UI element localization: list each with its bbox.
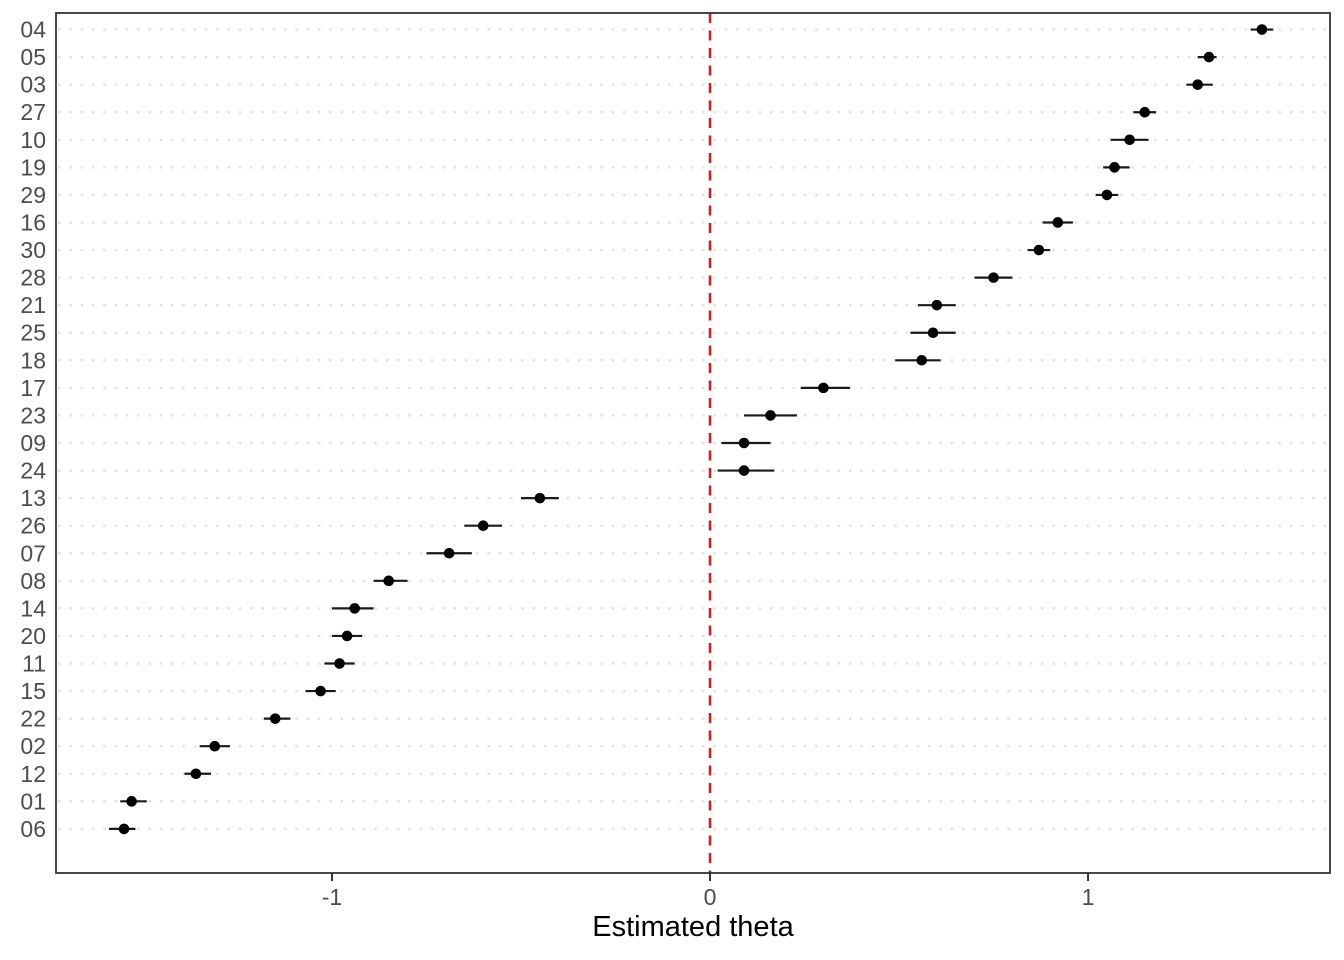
point-estimate-14 [349,603,360,614]
y-axis-label-29: 29 [20,182,46,208]
estimate-row-04 [1250,24,1274,35]
estimate-row-07 [426,547,472,559]
estimate-row-24 [717,465,775,476]
estimate-row-29 [1095,189,1119,201]
y-axis-label-06: 06 [20,816,46,842]
point-estimate-22 [269,713,281,724]
y-axis-label-18: 18 [20,347,46,373]
point-estimate-23 [765,410,776,421]
point-estimate-16 [1052,217,1064,228]
estimate-row-19 [1103,162,1130,173]
point-estimate-17 [818,382,829,394]
y-axis-label-17: 17 [20,375,46,401]
estimate-row-22 [263,713,291,724]
y-axis-label-24: 24 [20,458,46,484]
y-axis-label-26: 26 [20,513,46,539]
point-estimate-02 [209,740,221,752]
point-estimate-05 [1203,51,1215,63]
estimate-row-11 [324,658,355,669]
estimate-row-10 [1110,134,1149,146]
estimate-row-09 [721,437,771,449]
y-axis-label-01: 01 [20,788,46,814]
y-axis-label-12: 12 [20,761,46,787]
point-estimate-25 [927,327,939,339]
estimate-row-23 [744,410,797,421]
point-estimate-07 [443,547,455,559]
point-estimate-30 [1033,244,1045,256]
point-estimate-21 [931,299,943,311]
estimate-row-12 [184,768,211,780]
y-axis-label-03: 03 [20,72,46,98]
estimate-row-02 [199,740,230,752]
point-estimate-11 [334,658,345,669]
estimate-row-08 [373,575,408,587]
estimate-row-06 [108,823,136,835]
y-axis-label-30: 30 [20,237,46,263]
estimate-row-15 [305,685,336,697]
y-axis-label-05: 05 [20,44,46,70]
point-estimate-26 [477,520,489,531]
y-axis-label-07: 07 [20,540,46,566]
x-tick-label-1: 1 [1082,884,1095,910]
point-estimate-13 [534,492,546,504]
point-estimate-28 [988,272,999,283]
x-tick-label-0: 0 [704,884,717,910]
estimate-row-27 [1133,106,1157,118]
point-estimate-06 [118,823,130,835]
y-axis-label-11: 11 [22,651,46,677]
y-axis-label-10: 10 [20,127,46,153]
y-axis-label-02: 02 [20,733,46,759]
point-estimate-04 [1256,24,1268,35]
y-axis-label-16: 16 [20,209,46,235]
estimate-row-25 [910,327,956,339]
estimate-row-16 [1042,217,1073,228]
estimate-row-30 [1027,244,1051,256]
point-estimate-10 [1124,134,1135,146]
point-estimate-24 [738,465,750,476]
point-estimate-19 [1109,162,1120,173]
point-estimate-12 [190,768,202,780]
estimate-row-20 [331,630,363,642]
panel-border [55,12,1331,874]
y-axis-label-14: 14 [20,595,46,621]
y-axis-label-27: 27 [20,99,46,125]
point-estimate-03 [1192,79,1203,90]
estimate-row-03 [1186,79,1213,90]
point-estimate-15 [315,685,326,697]
y-axis-label-20: 20 [20,623,46,649]
x-axis-title: Estimated theta [592,911,794,943]
estimate-row-28 [974,272,1013,283]
estimate-row-21 [917,299,956,311]
estimate-row-17 [800,382,850,394]
y-axis-label-08: 08 [20,568,46,594]
y-axis-label-28: 28 [20,265,46,291]
estimate-row-18 [895,355,941,366]
point-estimate-29 [1101,189,1113,201]
y-axis-label-13: 13 [20,485,46,511]
y-axis-label-15: 15 [20,678,46,704]
estimate-row-13 [520,492,559,504]
y-axis-label-22: 22 [20,706,46,732]
point-estimate-27 [1139,106,1151,118]
point-estimate-18 [916,355,928,366]
point-estimate-08 [383,575,394,587]
point-estimate-09 [738,437,750,449]
point-estimate-01 [126,796,137,807]
y-axis-label-04: 04 [20,17,46,43]
estimate-row-05 [1197,51,1217,63]
estimate-row-14 [331,603,374,614]
y-axis-label-21: 21 [20,292,46,318]
point-estimate-20 [341,630,353,642]
y-axis-label-25: 25 [20,320,46,346]
y-axis-label-23: 23 [20,402,46,428]
estimate-row-26 [464,520,503,531]
y-axis-label-09: 09 [20,430,46,456]
estimate-row-01 [120,796,147,807]
x-tick-label--1: -1 [322,884,342,910]
y-axis-label-19: 19 [20,154,46,180]
